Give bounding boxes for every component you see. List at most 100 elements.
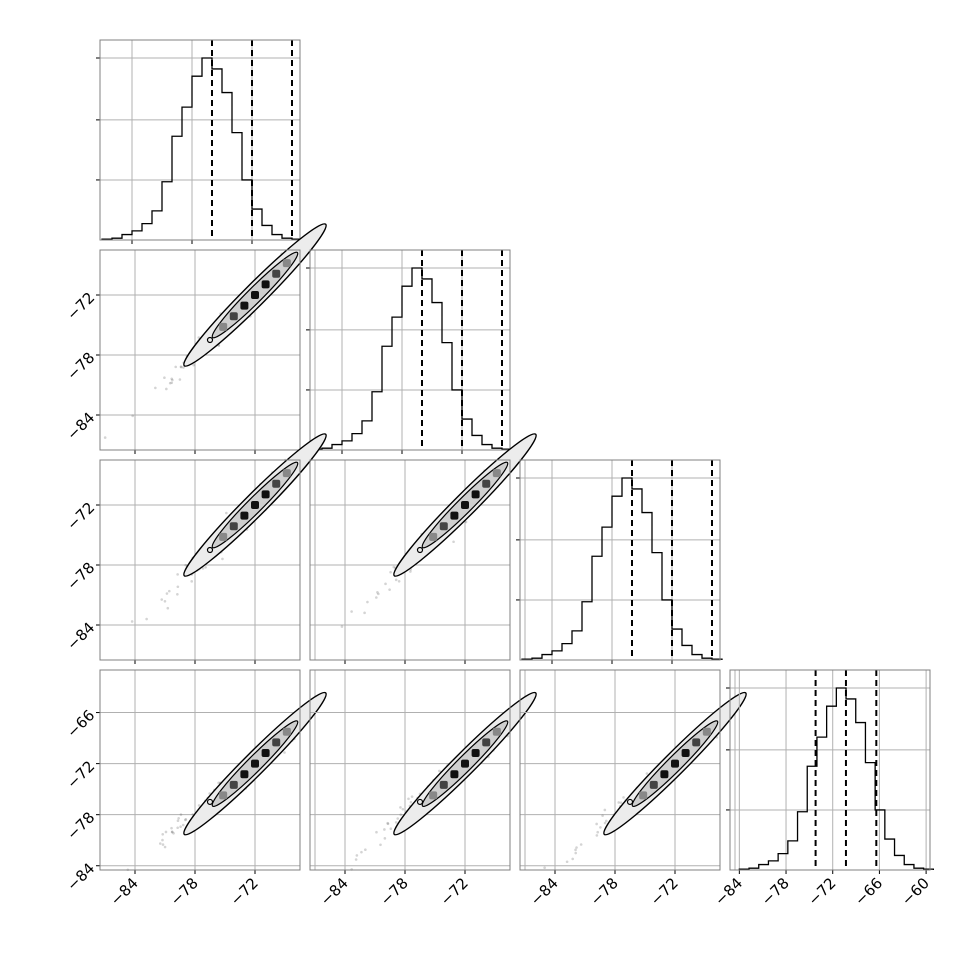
x-tick-label: −78 bbox=[377, 874, 412, 909]
y-tick-label: −78 bbox=[63, 559, 98, 594]
panel-3-1: −84 −78 −72 bbox=[309, 669, 537, 909]
scatter-point bbox=[619, 801, 623, 804]
density-peak bbox=[229, 522, 238, 531]
density-peak bbox=[282, 469, 291, 478]
scatter-point bbox=[377, 592, 380, 596]
scatter-point bbox=[601, 814, 604, 817]
scatter-point bbox=[596, 830, 600, 834]
scatter-point bbox=[172, 831, 175, 835]
scatter-point bbox=[204, 566, 207, 569]
scatter-point bbox=[160, 598, 164, 601]
scatter-point bbox=[383, 837, 387, 840]
scatter-point bbox=[603, 821, 607, 825]
scatter-point bbox=[375, 596, 378, 599]
y-tick-label: −84 bbox=[63, 619, 98, 654]
scatter-point bbox=[184, 818, 188, 821]
scatter-point bbox=[340, 625, 344, 628]
density-peak bbox=[219, 791, 228, 800]
scatter-point bbox=[177, 816, 180, 820]
scatter-point bbox=[192, 363, 195, 367]
scatter-point bbox=[579, 843, 583, 846]
scatter-point bbox=[364, 848, 367, 852]
scatter-point bbox=[161, 832, 165, 836]
scatter-point bbox=[397, 579, 401, 583]
scatter-point bbox=[399, 813, 403, 817]
scatter-point bbox=[179, 825, 182, 829]
scatter-point bbox=[184, 818, 187, 822]
x-tick-label: −72 bbox=[227, 874, 262, 909]
panel-1-1 bbox=[306, 249, 513, 454]
scatter-point bbox=[161, 838, 164, 842]
scatter-point bbox=[599, 826, 602, 829]
scatter-point bbox=[225, 511, 228, 515]
scatter-point bbox=[217, 781, 220, 785]
x-tick-label: −84 bbox=[711, 874, 746, 909]
density-peak bbox=[639, 791, 648, 800]
x-tick-label: −60 bbox=[898, 874, 933, 909]
scatter-point bbox=[386, 821, 389, 825]
scatter-point bbox=[379, 843, 382, 847]
density-peak bbox=[450, 511, 459, 520]
scatter-point bbox=[575, 846, 578, 849]
scatter-point bbox=[355, 854, 359, 857]
scatter-point bbox=[603, 808, 607, 812]
scatter-point bbox=[350, 610, 353, 613]
density-peak bbox=[471, 490, 480, 499]
density-peak bbox=[692, 738, 701, 747]
panel-frame bbox=[309, 669, 511, 871]
y-tick-label: −84 bbox=[63, 409, 98, 444]
density-peak bbox=[649, 780, 658, 789]
scatter-point bbox=[399, 806, 402, 809]
histogram-step bbox=[311, 267, 513, 450]
scatter-point bbox=[161, 843, 165, 846]
density-peak bbox=[251, 501, 259, 509]
y-tick-label: −66 bbox=[63, 706, 98, 741]
scatter-point bbox=[384, 582, 387, 586]
scatter-point bbox=[179, 365, 183, 369]
x-tick-label: −84 bbox=[107, 874, 142, 909]
panel-2-1 bbox=[309, 433, 537, 664]
scatter-point bbox=[571, 857, 574, 861]
scatter-point bbox=[179, 813, 183, 816]
scatter-point bbox=[392, 565, 396, 569]
scatter-point bbox=[438, 769, 441, 773]
panel-2-0: −84 −78 −72 bbox=[63, 433, 327, 664]
scatter-point bbox=[170, 830, 174, 834]
x-tick-label: −84 bbox=[527, 874, 562, 909]
density-peak bbox=[429, 791, 438, 800]
x-tick-label: −84 bbox=[317, 874, 352, 909]
density-peak bbox=[492, 727, 501, 736]
scatter-point bbox=[197, 804, 201, 807]
panel-frame bbox=[309, 459, 511, 661]
panel-frame bbox=[99, 39, 301, 241]
scatter-point bbox=[409, 570, 412, 573]
density-peak bbox=[261, 490, 270, 499]
density-peak bbox=[671, 759, 679, 768]
density-peak bbox=[261, 280, 270, 289]
scatter-point bbox=[383, 828, 386, 831]
scatter-point bbox=[103, 436, 107, 439]
panel-3-3: −84 −78 −72 −66 −60 bbox=[711, 669, 934, 909]
density-peak bbox=[482, 738, 491, 747]
scatter-point bbox=[164, 830, 168, 834]
scatter-point bbox=[604, 819, 608, 823]
scatter-point bbox=[158, 842, 162, 845]
x-tick-label: −72 bbox=[647, 874, 682, 909]
scatter-point bbox=[178, 378, 182, 381]
contour-island bbox=[206, 798, 214, 806]
panel-frame bbox=[309, 249, 511, 451]
panel-frame bbox=[99, 459, 301, 661]
scatter-point bbox=[165, 592, 169, 595]
density-peak bbox=[660, 770, 669, 779]
density-peak bbox=[282, 727, 291, 736]
scatter-point bbox=[396, 817, 400, 820]
density-peak bbox=[450, 770, 459, 779]
scatter-point bbox=[595, 834, 599, 837]
scatter-point bbox=[389, 827, 393, 831]
density-peak bbox=[229, 780, 238, 789]
scatter-point bbox=[163, 845, 167, 849]
density-peak bbox=[251, 759, 259, 768]
scatter-point bbox=[163, 599, 167, 603]
scatter-point bbox=[376, 591, 379, 594]
scatter-point bbox=[176, 826, 179, 830]
